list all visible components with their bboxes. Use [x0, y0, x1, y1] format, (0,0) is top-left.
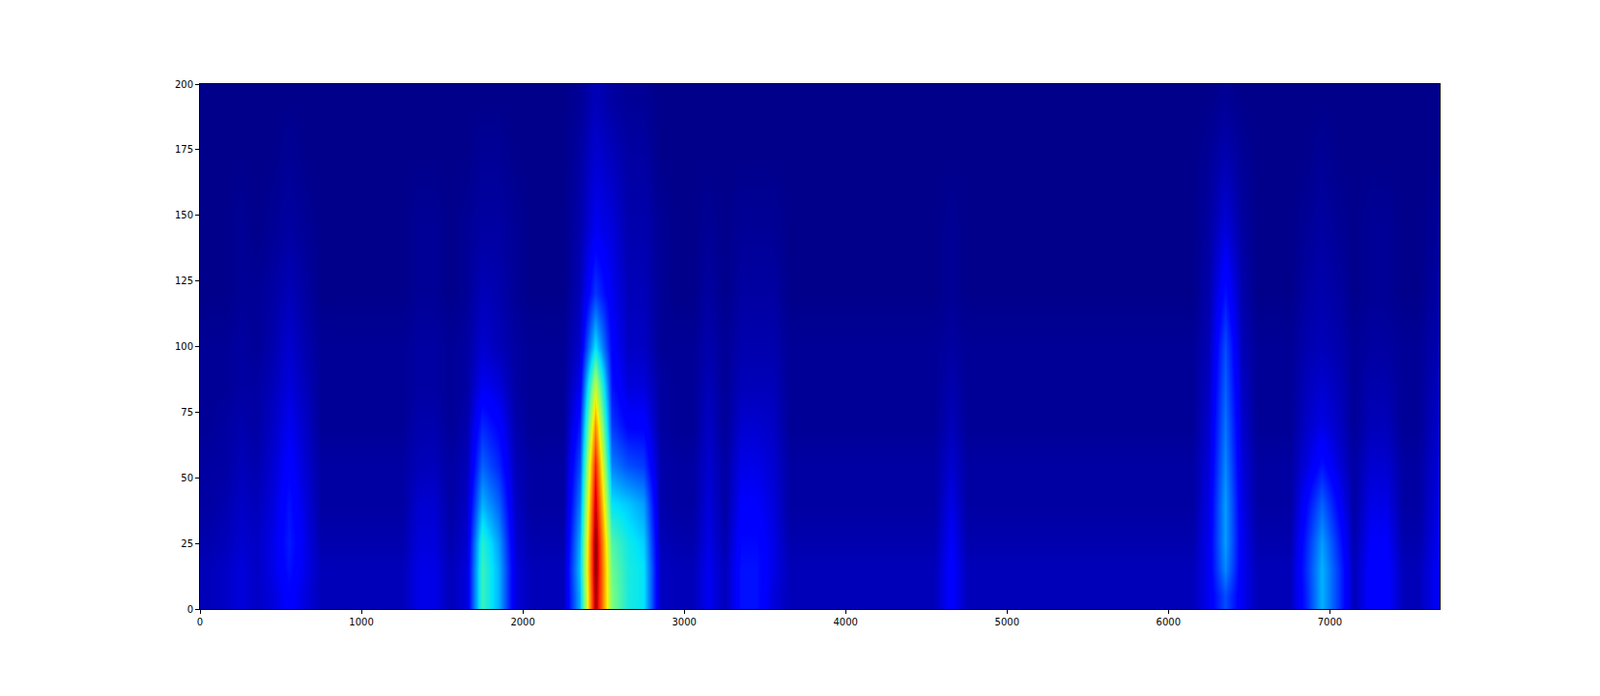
- svg-text:4000: 4000: [833, 616, 858, 628]
- svg-text:2000: 2000: [510, 616, 535, 628]
- svg-text:75: 75: [180, 406, 194, 418]
- svg-text:3000: 3000: [671, 616, 696, 628]
- svg-text:175: 175: [174, 143, 194, 155]
- svg-text:0: 0: [187, 603, 194, 615]
- svg-text:50: 50: [180, 472, 194, 484]
- svg-text:0: 0: [197, 616, 203, 628]
- svg-text:100: 100: [174, 341, 194, 352]
- svg-text:200: 200: [174, 79, 194, 90]
- svg-text:125: 125: [174, 275, 194, 286]
- svg-text:7000: 7000: [1317, 616, 1343, 628]
- svg-text:5000: 5000: [995, 616, 1020, 628]
- svg-text:25: 25: [180, 538, 194, 549]
- svg-text:6000: 6000: [1156, 616, 1181, 628]
- svg-text:150: 150: [174, 209, 194, 221]
- svg-text:1000: 1000: [348, 616, 373, 628]
